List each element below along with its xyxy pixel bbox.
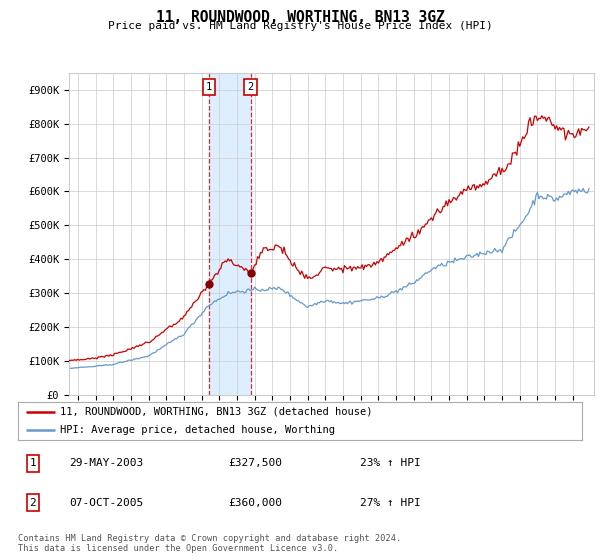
Text: 29-MAY-2003: 29-MAY-2003 [69,459,143,468]
Text: 1: 1 [206,82,212,92]
Text: 23% ↑ HPI: 23% ↑ HPI [360,459,421,468]
Text: 11, ROUNDWOOD, WORTHING, BN13 3GZ: 11, ROUNDWOOD, WORTHING, BN13 3GZ [155,10,445,25]
Bar [209,73,251,395]
Text: Contains HM Land Registry data © Crown copyright and database right 2024.
This d: Contains HM Land Registry data © Crown c… [18,534,401,553]
Text: 11, ROUNDWOOD, WORTHING, BN13 3GZ (detached house): 11, ROUNDWOOD, WORTHING, BN13 3GZ (detac… [60,407,373,417]
Text: 1: 1 [29,459,37,468]
Text: 2: 2 [247,82,254,92]
Text: £360,000: £360,000 [228,498,282,507]
Text: HPI: Average price, detached house, Worthing: HPI: Average price, detached house, Wort… [60,425,335,435]
Text: 07-OCT-2005: 07-OCT-2005 [69,498,143,507]
Text: 2: 2 [29,498,37,507]
Text: £327,500: £327,500 [228,459,282,468]
Text: Price paid vs. HM Land Registry's House Price Index (HPI): Price paid vs. HM Land Registry's House … [107,21,493,31]
Text: 27% ↑ HPI: 27% ↑ HPI [360,498,421,507]
